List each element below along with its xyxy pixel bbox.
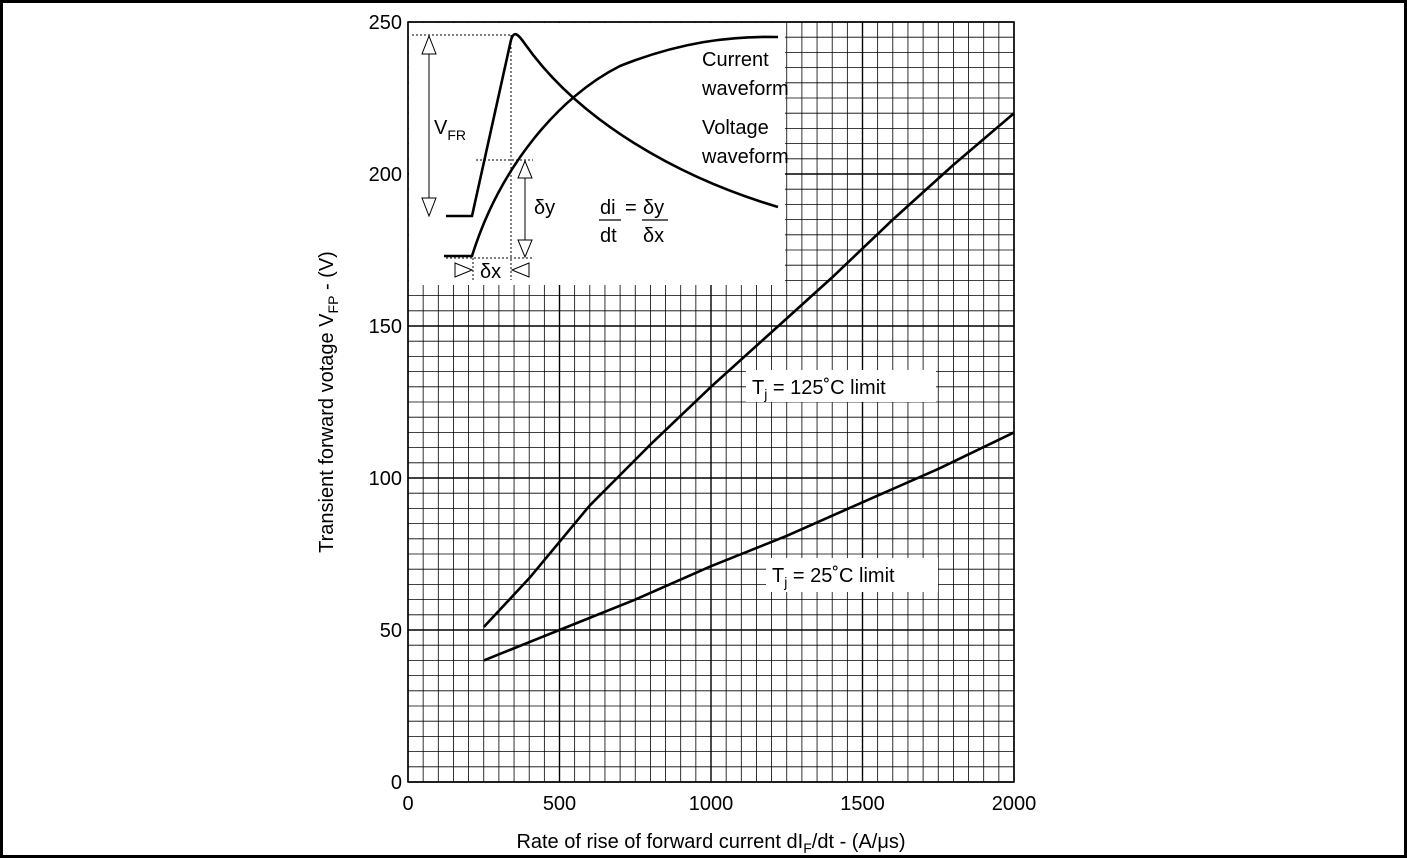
- x-tick-label: 2000: [992, 793, 1037, 815]
- y-tick-label: 0: [391, 772, 402, 794]
- current-waveform-label-line2: waveform: [701, 78, 789, 100]
- dx-right-arrow-icon: [454, 262, 474, 278]
- voltage-waveform-curve: [446, 32, 779, 218]
- voltage-waveform-label-line1: Voltage: [702, 117, 769, 139]
- series-line-25c: [483, 431, 1015, 662]
- series-layer: [482, 112, 1015, 662]
- dx-label: δx: [480, 261, 501, 283]
- x-tick-label: 1500: [840, 793, 885, 815]
- formula-den-right: δx: [643, 225, 664, 247]
- vfr-up-arrow-icon: [421, 34, 437, 55]
- x-axis-label: Rate of rise of forward current dIF/dt -…: [516, 831, 905, 856]
- dx-left-arrow-icon: [510, 262, 530, 278]
- x-tick-label: 1000: [689, 793, 734, 815]
- series-label-125-bg: [746, 370, 936, 402]
- inset-background: [409, 23, 785, 285]
- current-waveform-curve: [444, 35, 779, 258]
- y-ticks: 0 50 100 150 200 250: [369, 12, 402, 794]
- y-tick-label: 50: [380, 620, 402, 642]
- y-tick-label: 100: [369, 468, 402, 490]
- inset-diagram: VFR δy δx di dt = δy δx Current waveform…: [409, 23, 789, 285]
- y-tick-label: 200: [369, 164, 402, 186]
- y-tick-label: 150: [369, 316, 402, 338]
- dy-down-arrow-icon: [517, 239, 533, 259]
- vfr-down-arrow-icon: [421, 197, 437, 218]
- x-ticks: 0 500 1000 1500 2000: [402, 793, 1036, 815]
- formula-equals: =: [625, 197, 637, 219]
- series-label-125: Tj = 125˚C limit: [746, 370, 936, 402]
- dy-up-arrow-icon: [517, 159, 533, 179]
- series-line-125c: [482, 112, 1015, 628]
- formula-num-left: di: [600, 197, 616, 219]
- y-tick-label: 250: [369, 12, 402, 34]
- y-axis-label: Transient forward votage VFP - (V): [316, 251, 341, 553]
- plot-border: [407, 21, 1015, 783]
- dy-label: δy: [534, 197, 555, 219]
- current-waveform-label-line1: Current: [702, 49, 769, 71]
- series-label-25: Tj = 25˚C limit: [766, 558, 938, 592]
- x-tick-label: 500: [543, 793, 576, 815]
- voltage-waveform-label-line2: waveform: [701, 146, 789, 168]
- series-label-25-bg: [766, 558, 938, 592]
- formula-num-right: δy: [643, 197, 664, 219]
- series-label-125-text: Tj = 125˚C limit: [752, 377, 886, 402]
- vfr-label: VFR: [434, 117, 466, 143]
- formula-den-left: dt: [600, 225, 617, 247]
- x-tick-label: 0: [402, 793, 413, 815]
- series-label-25-text: Tj = 25˚C limit: [772, 565, 895, 590]
